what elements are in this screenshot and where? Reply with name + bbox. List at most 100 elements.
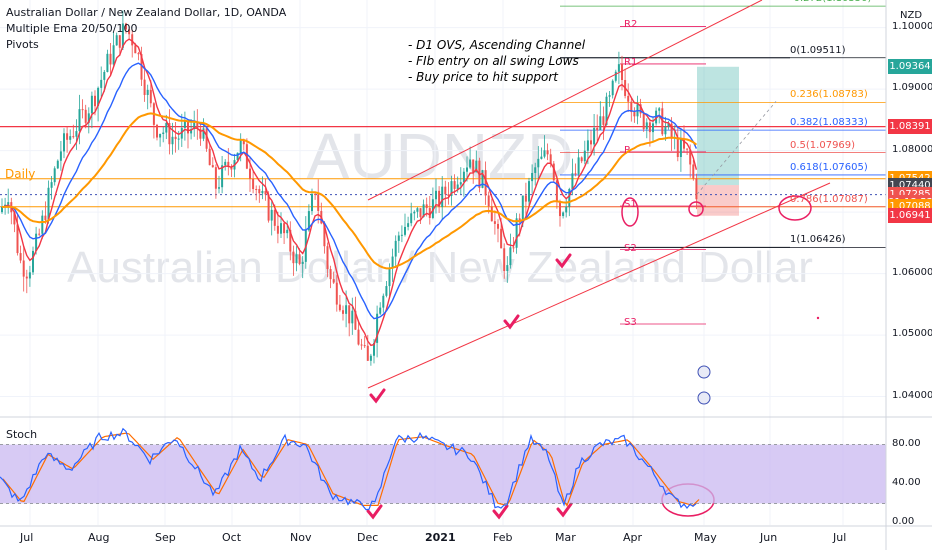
candle-body bbox=[221, 165, 224, 188]
candle-body bbox=[87, 113, 90, 123]
candle-body bbox=[580, 157, 583, 162]
candle-body bbox=[555, 180, 558, 202]
candle-body bbox=[295, 254, 298, 264]
candle-body bbox=[574, 173, 577, 175]
candle-body bbox=[590, 140, 592, 145]
candle-body bbox=[249, 168, 251, 179]
candle-body bbox=[506, 265, 509, 272]
candle-body bbox=[35, 233, 38, 251]
candle-body bbox=[410, 213, 413, 224]
pivot-label-3: S1 bbox=[624, 198, 637, 210]
candle-body bbox=[286, 229, 289, 234]
candle-body bbox=[81, 109, 84, 111]
candle-body bbox=[642, 113, 645, 130]
swing-low-check-3 bbox=[555, 253, 572, 269]
time-tick-12: Jul bbox=[833, 531, 847, 544]
candle-body bbox=[205, 128, 208, 149]
candle-body bbox=[115, 35, 118, 46]
candle-body bbox=[298, 254, 301, 264]
indicator-pivots-label[interactable]: Pivots bbox=[6, 38, 39, 51]
candle-body bbox=[314, 193, 317, 195]
candle-body bbox=[633, 112, 636, 117]
price-tick-2: 1.08000 bbox=[892, 143, 932, 155]
candle-body bbox=[214, 167, 217, 189]
channel-upper-line bbox=[367, 0, 763, 201]
candle-body bbox=[159, 133, 162, 138]
candle-body bbox=[140, 54, 143, 80]
candle-body bbox=[280, 223, 282, 234]
candle-body bbox=[41, 215, 44, 234]
candle-body bbox=[109, 53, 112, 65]
candle-body bbox=[500, 228, 503, 249]
candle-body bbox=[59, 151, 62, 161]
candle-body bbox=[72, 136, 75, 138]
candle-body bbox=[261, 190, 264, 194]
candle-body bbox=[431, 199, 434, 218]
candle-body bbox=[218, 187, 220, 189]
time-tick-8: Mar bbox=[555, 531, 576, 544]
time-tick-6: 2021 bbox=[425, 531, 456, 544]
candle-body bbox=[583, 150, 586, 162]
candle-body bbox=[444, 186, 447, 195]
candle-body bbox=[317, 194, 320, 211]
ema-50-line bbox=[1, 62, 698, 320]
pivot-label-2: P bbox=[624, 144, 631, 156]
candle-body bbox=[149, 89, 152, 104]
candle-body bbox=[521, 195, 524, 223]
candle-body bbox=[168, 122, 171, 145]
price-tag-7: 1.06941 bbox=[888, 208, 932, 224]
candle-body bbox=[459, 182, 462, 185]
candle-body bbox=[627, 95, 630, 102]
candle-body bbox=[602, 116, 605, 125]
stoch-label[interactable]: Stoch bbox=[6, 428, 38, 441]
candle-body bbox=[100, 79, 103, 88]
candle-body bbox=[276, 225, 279, 234]
candle-body bbox=[679, 139, 682, 158]
position-zones bbox=[697, 66, 739, 216]
candle-body bbox=[397, 235, 400, 241]
indicator-ema-label[interactable]: Multiple Ema 20/50/100 bbox=[6, 22, 138, 35]
candle-body bbox=[400, 234, 403, 236]
stoch-tick-1: 40.00 bbox=[892, 476, 921, 488]
note-line-1: - D1 OVS, Ascending Channel bbox=[408, 38, 586, 52]
candle-body bbox=[490, 206, 493, 222]
pivot-label-5: S3 bbox=[624, 317, 637, 328]
watermark: AUDNZD Australian Dollar / New Zealand D… bbox=[67, 120, 813, 292]
ema-100-line bbox=[1, 112, 698, 270]
candle-body bbox=[307, 211, 310, 231]
candle-body bbox=[571, 173, 574, 189]
candle-body bbox=[196, 122, 199, 129]
candle-body bbox=[97, 87, 100, 107]
candle-body bbox=[187, 121, 189, 134]
candle-body bbox=[32, 250, 34, 273]
candle-body bbox=[441, 186, 444, 208]
candle-body bbox=[676, 137, 679, 158]
candle-body bbox=[273, 209, 276, 226]
candle-body bbox=[475, 160, 478, 173]
candle-body bbox=[78, 109, 81, 132]
candle-body bbox=[106, 53, 109, 72]
candle-body bbox=[90, 95, 93, 114]
stoch-band bbox=[0, 444, 886, 504]
candle-body bbox=[493, 221, 496, 224]
candle-body bbox=[146, 89, 149, 95]
ema-lines bbox=[1, 38, 698, 347]
candle-body bbox=[683, 139, 685, 149]
candle-body bbox=[376, 313, 379, 343]
candle-body bbox=[354, 310, 357, 330]
watermark-name: Australian Dollar / New Zealand Dollar bbox=[67, 243, 813, 292]
candle-body bbox=[112, 45, 115, 65]
price-tick-4: 1.06000 bbox=[892, 266, 932, 278]
candle-body bbox=[608, 95, 611, 97]
candle-body bbox=[407, 223, 410, 227]
candle-body bbox=[128, 29, 131, 35]
candle-body bbox=[125, 23, 127, 30]
candle-body bbox=[323, 223, 326, 247]
candle-body bbox=[25, 276, 28, 279]
stoch-k-line bbox=[0, 427, 697, 511]
candle-body bbox=[326, 246, 329, 270]
candle-body bbox=[373, 342, 375, 356]
candle-body bbox=[270, 209, 273, 221]
candle-body bbox=[667, 123, 670, 127]
